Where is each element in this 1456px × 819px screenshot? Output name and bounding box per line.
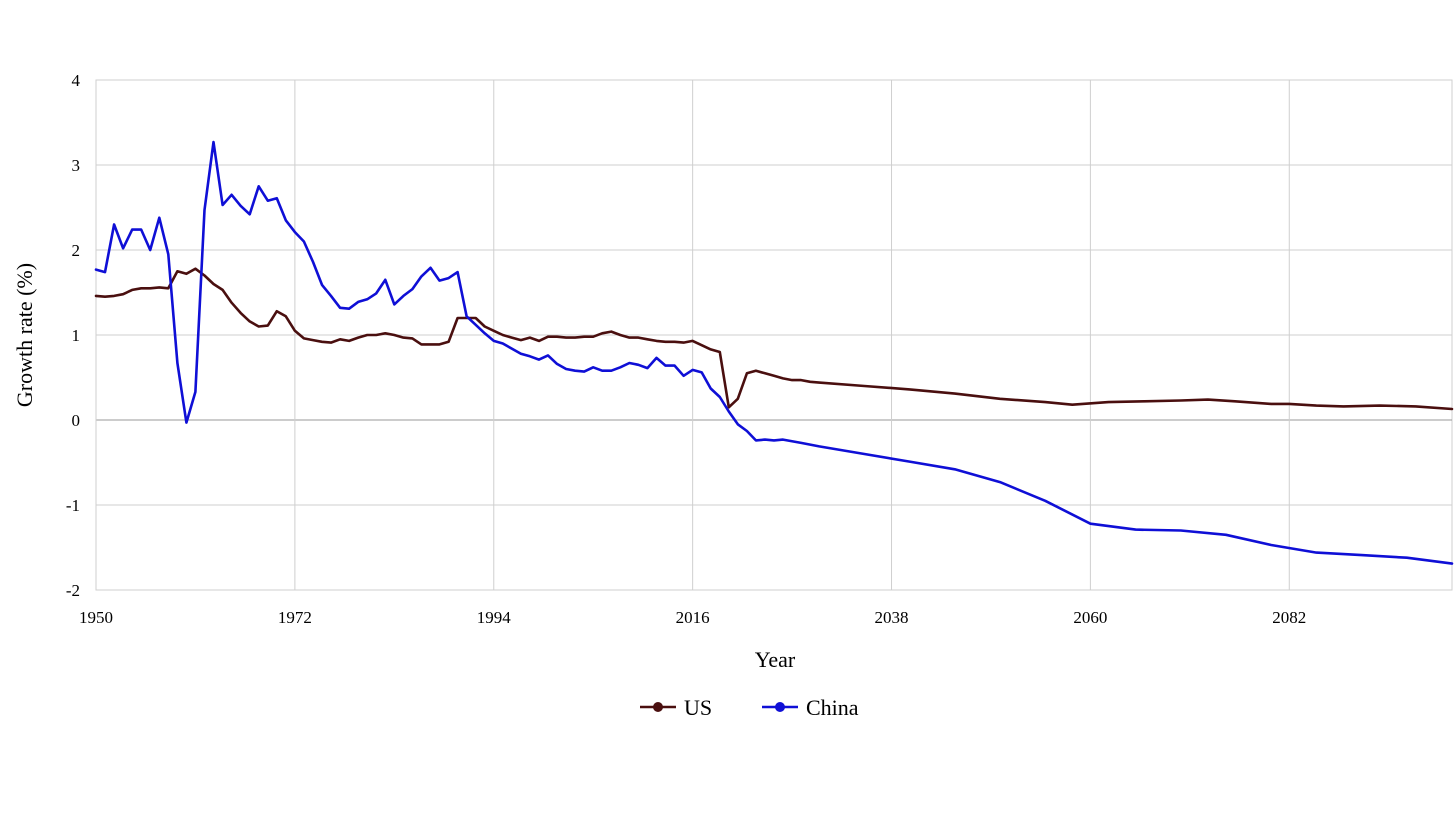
y-tick-label: -2: [66, 581, 80, 600]
y-tick-label: 1: [72, 326, 81, 345]
y-axis-title: Growth rate (%): [12, 263, 37, 407]
y-tick-label: 0: [72, 411, 81, 430]
x-tick-label: 1950: [79, 608, 113, 627]
x-tick-label: 2082: [1272, 608, 1306, 627]
legend: US China: [640, 695, 859, 720]
legend-label: US: [684, 695, 712, 720]
x-tick-label: 1994: [477, 608, 512, 627]
gridlines: [95, 79, 1453, 591]
x-tick-label: 1972: [278, 608, 312, 627]
x-tick-label: 2016: [676, 608, 710, 627]
x-tick-label: 2038: [875, 608, 909, 627]
legend-marker: [653, 702, 663, 712]
x-tick-label: 2060: [1073, 608, 1107, 627]
x-axis-ticks: 1950 1972 1994 2016 2038 2060 2082: [79, 608, 1306, 627]
y-tick-label: 3: [72, 156, 81, 175]
y-tick-label: 2: [72, 241, 81, 260]
legend-label: China: [806, 695, 859, 720]
series-line-china: [94, 140, 1454, 565]
y-tick-label: -1: [66, 496, 80, 515]
y-tick-label: 4: [72, 71, 81, 90]
legend-marker: [775, 702, 785, 712]
legend-item-china: China: [762, 695, 859, 720]
series-line-us: [94, 267, 1454, 411]
x-axis-title: Year: [755, 647, 796, 672]
series-lines: [94, 140, 1454, 565]
legend-item-us: US: [640, 695, 712, 720]
y-axis-ticks: 4 3 2 1 0 -1 -2: [66, 71, 81, 600]
